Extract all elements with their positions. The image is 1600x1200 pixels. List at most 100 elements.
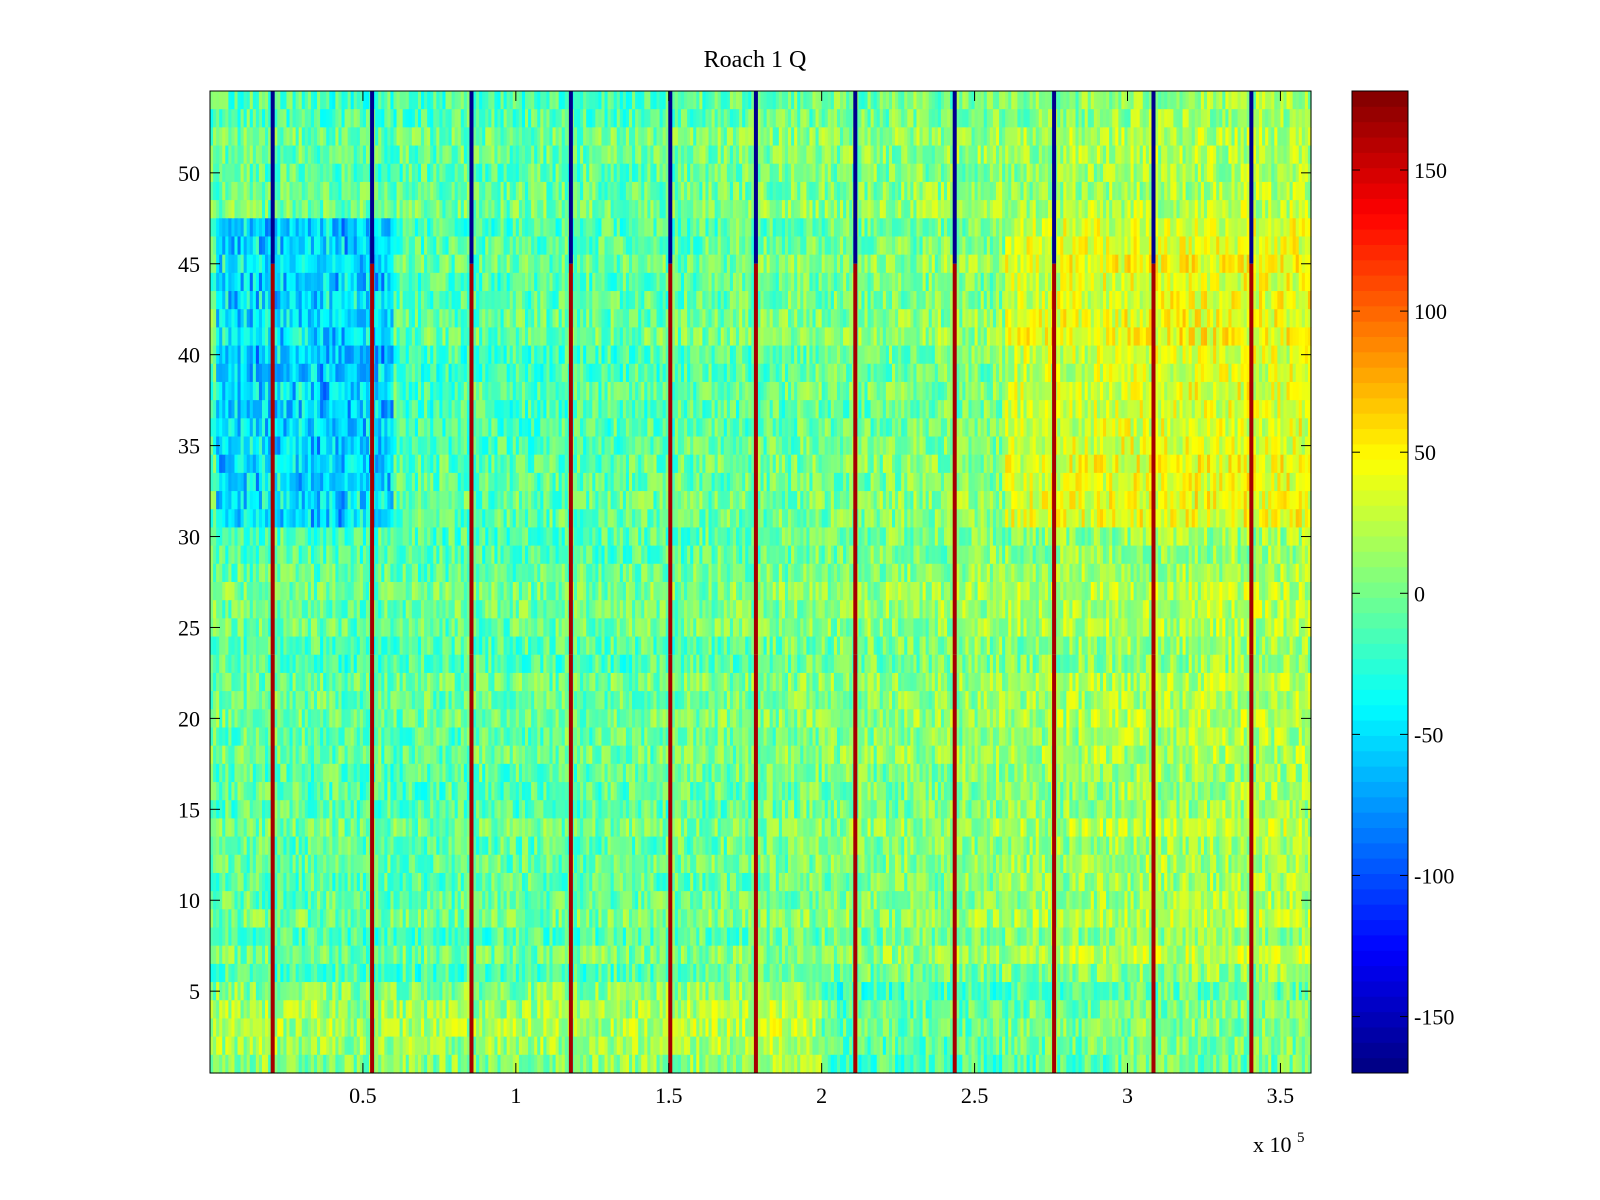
heatmap-cell	[521, 181, 526, 201]
heatmap-cell	[304, 218, 309, 238]
heatmap-cell	[1078, 163, 1083, 183]
heatmap-cell	[313, 163, 318, 183]
heatmap-cell	[999, 181, 1003, 201]
heatmap-cell	[846, 127, 850, 147]
heatmap-cell	[1234, 127, 1239, 147]
heatmap-cell	[1035, 163, 1040, 183]
heatmap-cell	[1158, 109, 1162, 128]
heatmap-cell	[1032, 127, 1037, 147]
heatmap-cell	[989, 91, 994, 110]
heatmap-cell	[601, 145, 606, 165]
heatmap-cell	[448, 163, 453, 183]
heatmap-cell	[543, 127, 548, 147]
heatmap-cell	[445, 200, 450, 219]
heatmap-cell	[1148, 91, 1153, 110]
heatmap-cell	[864, 91, 869, 110]
heatmap-cell	[687, 91, 691, 110]
heatmap-cell	[1029, 181, 1034, 201]
heatmap-cell	[258, 200, 263, 219]
heatmap-cell	[317, 163, 321, 183]
heatmap-cell	[405, 91, 410, 110]
heatmap-cell	[647, 109, 651, 128]
heatmap-cell	[708, 127, 713, 147]
heatmap-cell	[586, 127, 590, 147]
heatmap-cell	[439, 109, 444, 128]
heatmap-cell	[1096, 109, 1101, 128]
heatmap-cell	[592, 163, 596, 183]
heatmap-cell	[387, 181, 392, 201]
heatmap-cell	[583, 91, 587, 110]
heatmap-cell	[365, 91, 370, 110]
heatmap-cell	[638, 145, 642, 165]
heatmap-cell	[411, 145, 416, 165]
heatmap-cell	[971, 109, 976, 128]
heatmap-cell	[476, 218, 480, 238]
heatmap-cell	[849, 127, 853, 147]
heatmap-cell	[295, 181, 300, 201]
heatmap-cell	[365, 109, 370, 128]
heatmap-cell	[934, 145, 939, 165]
heatmap-cell	[1292, 109, 1297, 128]
heatmap-cell	[362, 91, 367, 110]
heatmap-cell	[882, 145, 887, 165]
heatmap-cell	[904, 200, 908, 219]
heatmap-cell	[210, 127, 214, 147]
heatmap-cell	[332, 200, 336, 219]
heatmap-cell	[433, 181, 437, 201]
heatmap-cell	[858, 127, 863, 147]
heatmap-cell	[867, 145, 872, 165]
heatmap-cell	[1081, 181, 1086, 201]
heatmap-cell	[742, 127, 746, 147]
heatmap-cell	[540, 109, 544, 128]
heatmap-cell	[1124, 200, 1129, 219]
heatmap-cell	[347, 109, 352, 128]
heatmap-cell	[494, 181, 499, 201]
heatmap-cell	[784, 91, 789, 110]
heatmap-cell	[378, 218, 382, 238]
heatmap-cell	[252, 145, 257, 165]
heatmap-cell	[289, 109, 294, 128]
heatmap-cell	[384, 218, 388, 238]
heatmap-cell	[240, 109, 245, 128]
heatmap-cell	[827, 200, 832, 219]
heatmap-cell	[283, 218, 288, 238]
heatmap-cell	[258, 91, 263, 110]
heatmap-cell	[289, 181, 294, 201]
heatmap-cell	[476, 127, 480, 147]
heatmap-cell	[1203, 200, 1208, 219]
heatmap-cell	[381, 91, 385, 110]
heatmap-cell	[916, 127, 921, 147]
heatmap-cell	[417, 109, 422, 128]
heatmap-cell	[577, 109, 581, 128]
heatmap-cell	[882, 163, 887, 183]
heatmap-cell	[442, 145, 447, 165]
heatmap-cell	[1118, 181, 1122, 201]
heatmap-cell	[417, 91, 422, 110]
heatmap-cell	[424, 163, 428, 183]
heatmap-cell	[965, 181, 970, 201]
heatmap-cell	[1289, 109, 1294, 128]
heatmap-cell	[335, 91, 340, 110]
heatmap-cell	[577, 200, 581, 219]
heatmap-cell	[500, 109, 505, 128]
heatmap-cell	[907, 145, 911, 165]
heatmap-cell	[794, 127, 798, 147]
heatmap-cell	[846, 200, 850, 219]
heatmap-cell	[304, 91, 309, 110]
heatmap-cell	[1268, 109, 1272, 128]
heatmap-cell	[671, 200, 676, 219]
heatmap-cell	[537, 127, 541, 147]
heatmap-cell	[399, 163, 404, 183]
heatmap-cell	[323, 218, 327, 238]
heatmap-cell	[751, 181, 755, 201]
heatmap-cell	[1099, 109, 1104, 128]
heatmap-cell	[757, 109, 762, 128]
heatmap-cell	[506, 200, 511, 219]
heatmap-cell	[424, 200, 428, 219]
heatmap-cell	[222, 145, 226, 165]
heatmap-cell	[335, 163, 340, 183]
heatmap-cell	[656, 163, 661, 183]
heatmap-cell	[1155, 181, 1159, 201]
heatmap-cell	[564, 127, 569, 147]
heatmap-cell	[494, 200, 499, 219]
